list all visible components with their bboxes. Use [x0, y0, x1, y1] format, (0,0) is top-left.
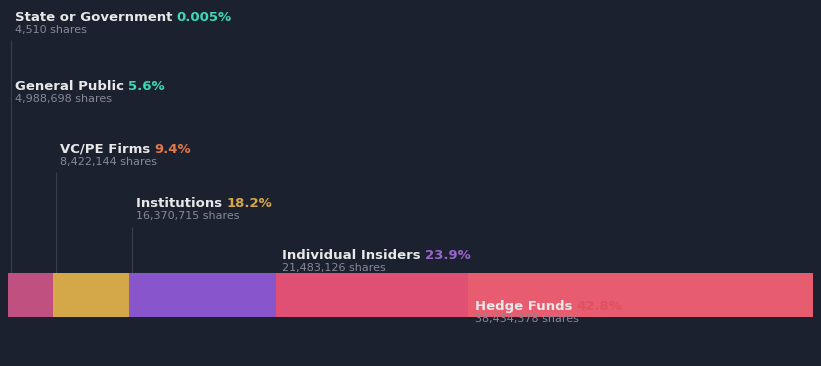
Bar [8, 273, 53, 317]
Text: 5.6%: 5.6% [128, 80, 165, 93]
Bar [129, 273, 276, 317]
Text: State or Government: State or Government [15, 11, 177, 24]
Text: 21,483,126 shares: 21,483,126 shares [282, 263, 386, 273]
Bar [53, 273, 129, 317]
Text: 38,434,378 shares: 38,434,378 shares [475, 314, 579, 324]
Text: 4,510 shares: 4,510 shares [15, 25, 87, 35]
Text: General Public: General Public [15, 80, 128, 93]
Text: 4,988,698 shares: 4,988,698 shares [15, 94, 112, 104]
Text: 0.005%: 0.005% [177, 11, 232, 24]
Text: Individual Insiders: Individual Insiders [282, 249, 425, 262]
Bar [468, 273, 813, 317]
Text: 16,370,715 shares: 16,370,715 shares [135, 212, 239, 221]
Text: 18.2%: 18.2% [227, 197, 272, 210]
Text: Hedge Funds: Hedge Funds [475, 300, 577, 313]
Text: Institutions: Institutions [135, 197, 227, 210]
Text: 8,422,144 shares: 8,422,144 shares [60, 157, 157, 167]
Bar [276, 273, 468, 317]
Text: 9.4%: 9.4% [155, 142, 191, 156]
Text: VC/PE Firms: VC/PE Firms [60, 142, 155, 156]
Text: 42.8%: 42.8% [577, 300, 622, 313]
Text: 23.9%: 23.9% [425, 249, 471, 262]
